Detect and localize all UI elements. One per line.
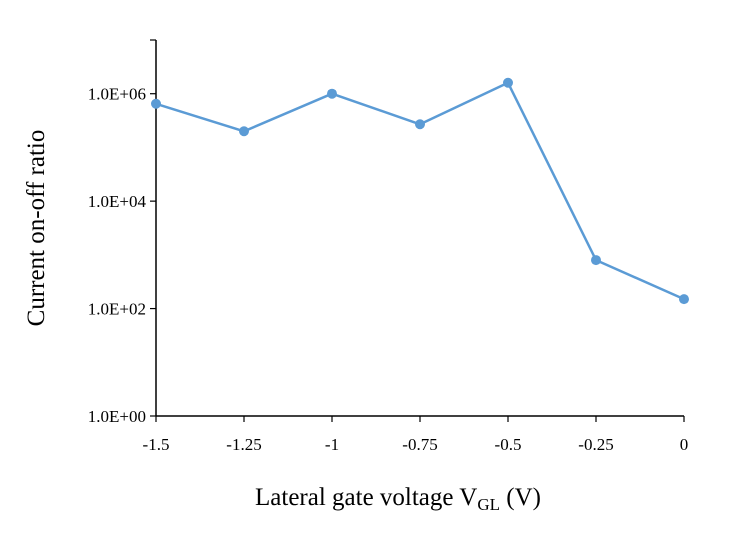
data-point	[591, 255, 601, 266]
x-axis-title-main: Lateral gate voltage V	[255, 484, 477, 511]
y-tick-label: 1.0E+04	[88, 192, 147, 211]
y-tick-label: 1.0E+00	[88, 407, 146, 426]
x-tick-label: -1	[325, 435, 339, 454]
series-line	[155, 81, 685, 301]
y-axis-title: Current on-off ratio	[23, 130, 50, 327]
x-axis-ticks: -1.5 -1.25 -1 -0.75 -0.5 -0.25 0	[143, 416, 689, 454]
x-tick-label: -0.25	[578, 435, 613, 454]
x-tick-label: 0	[680, 435, 689, 454]
data-point	[239, 126, 249, 137]
data-point	[503, 77, 513, 88]
x-tick-label: -0.5	[495, 435, 522, 454]
data-point	[151, 98, 161, 109]
y-tick-label: 1.0E+02	[88, 300, 146, 319]
data-point	[327, 88, 337, 99]
y-tick-label: 1.0E+06	[88, 85, 146, 104]
x-tick-label: -0.75	[402, 435, 437, 454]
x-tick-label: -1.25	[226, 435, 261, 454]
x-tick-label: -1.5	[143, 435, 170, 454]
data-point	[679, 294, 689, 305]
data-point	[415, 119, 425, 130]
series-layer	[151, 77, 689, 305]
plot-area: 1.0E+001.0E+021.0E+041.0E+06 -1.5 -1.25 -1…	[88, 39, 689, 454]
x-axis-title-suffix: (V)	[500, 484, 541, 511]
x-axis-title-subscript: GL	[477, 495, 500, 514]
x-axis-title: Lateral gate voltage VGL (V)	[255, 484, 541, 514]
y-axis-ticks: 1.0E+00 1.0E+02 1.0E+04 1.0E+06	[88, 39, 156, 426]
